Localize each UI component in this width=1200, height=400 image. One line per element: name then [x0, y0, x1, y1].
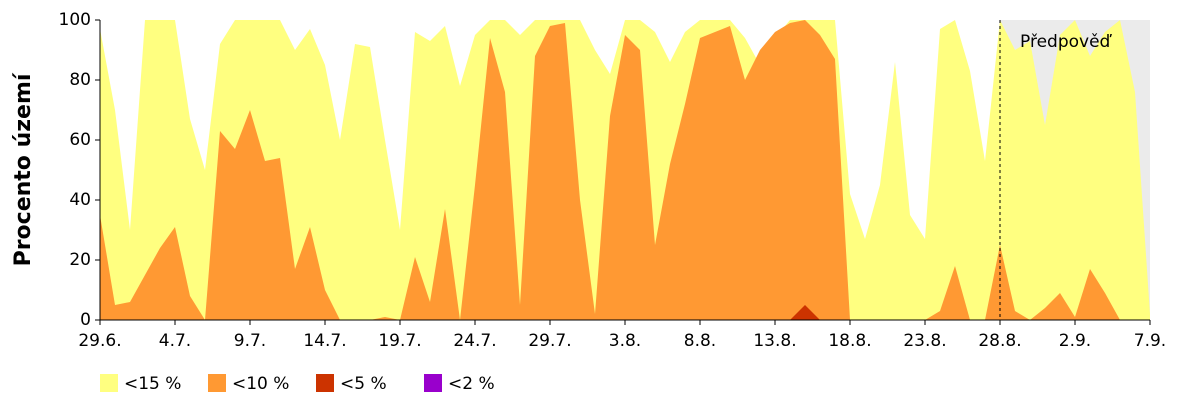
y-tick-label: 0 — [80, 310, 91, 330]
x-tick-label: 3.8. — [609, 331, 641, 351]
legend-swatch — [208, 374, 226, 392]
x-tick-label: 29.6. — [78, 331, 121, 351]
legend-swatch — [100, 374, 118, 392]
y-axis-label: Procento území — [11, 72, 36, 266]
y-tick-label: 60 — [69, 130, 91, 150]
x-tick-label: 4.7. — [159, 331, 191, 351]
legend-label: <2 % — [448, 374, 495, 394]
legend-label: <15 % — [124, 374, 181, 394]
y-tick-label: 100 — [59, 10, 91, 30]
x-tick-label: 29.7. — [528, 331, 571, 351]
x-tick-label: 2.9. — [1059, 331, 1091, 351]
legend-label: <5 % — [340, 374, 387, 394]
legend-swatch — [424, 374, 442, 392]
x-tick-label: 28.8. — [978, 331, 1021, 351]
y-tick-label: 80 — [69, 70, 91, 90]
x-tick-label: 19.7. — [378, 331, 421, 351]
x-tick-label: 18.8. — [828, 331, 871, 351]
legend-swatch — [316, 374, 334, 392]
legend-label: <10 % — [232, 374, 289, 394]
x-tick-label: 8.8. — [684, 331, 716, 351]
y-tick-label: 20 — [69, 250, 91, 270]
x-tick-label: 23.8. — [903, 331, 946, 351]
x-tick-label: 9.7. — [234, 331, 266, 351]
x-tick-label: 7.9. — [1134, 331, 1166, 351]
x-tick-label: 24.7. — [453, 331, 496, 351]
x-tick-label: 14.7. — [303, 331, 346, 351]
x-tick-label: 13.8. — [753, 331, 796, 351]
forecast-label: Předpověď — [1020, 32, 1113, 52]
area — [100, 20, 1150, 320]
y-tick-label: 40 — [69, 190, 91, 210]
